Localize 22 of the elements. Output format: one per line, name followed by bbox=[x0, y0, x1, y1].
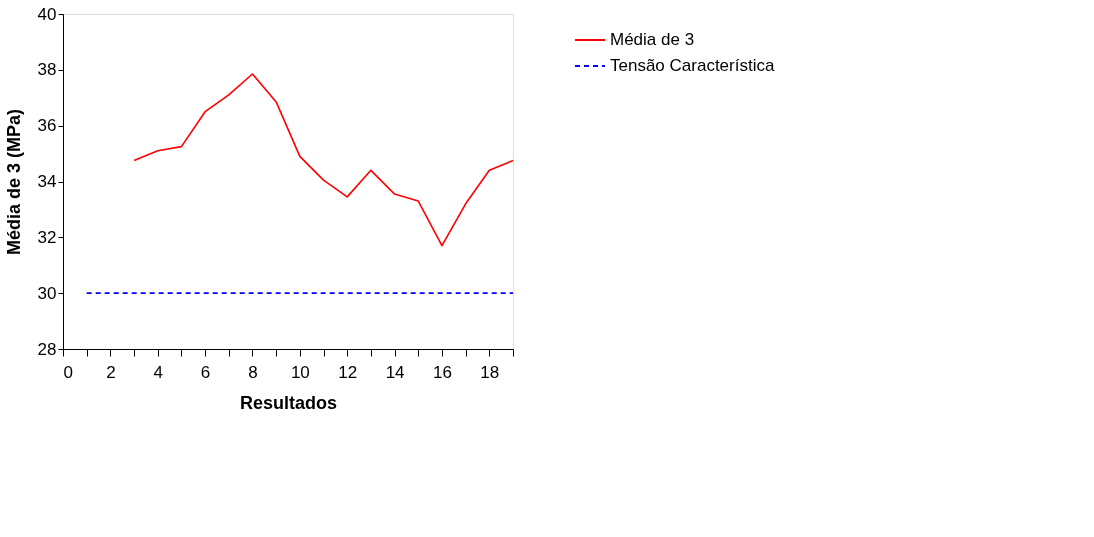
line-series bbox=[133, 73, 514, 247]
x-tick-label: 6 bbox=[200, 362, 211, 382]
x-tick-label: 2 bbox=[106, 362, 116, 382]
y-tick-label: 32 bbox=[37, 227, 57, 247]
x-axis-title: Resultados bbox=[239, 392, 338, 413]
x-tick-label: 14 bbox=[385, 362, 405, 382]
y-tick-label: 28 bbox=[37, 339, 57, 359]
legend-label: Tensão Característica bbox=[610, 56, 775, 75]
x-tick-label: 16 bbox=[432, 362, 452, 382]
x-tick-label: 18 bbox=[480, 362, 500, 382]
y-axis-title: Média de 3 (MPa) bbox=[3, 108, 24, 256]
x-tick-label: 4 bbox=[153, 362, 163, 382]
y-tick-label: 30 bbox=[37, 283, 57, 303]
x-tick-label: 8 bbox=[248, 362, 258, 382]
y-tick-label: 36 bbox=[37, 116, 57, 136]
y-tick-label: 34 bbox=[37, 172, 57, 191]
x-tick-label: 0 bbox=[63, 362, 73, 382]
x-tick-label: 10 bbox=[290, 362, 310, 382]
legend-label: Média de 3 bbox=[610, 30, 695, 49]
y-tick-label: 40 bbox=[37, 4, 57, 24]
y-tick-label: 38 bbox=[37, 60, 57, 80]
x-tick-label: 12 bbox=[338, 362, 358, 382]
